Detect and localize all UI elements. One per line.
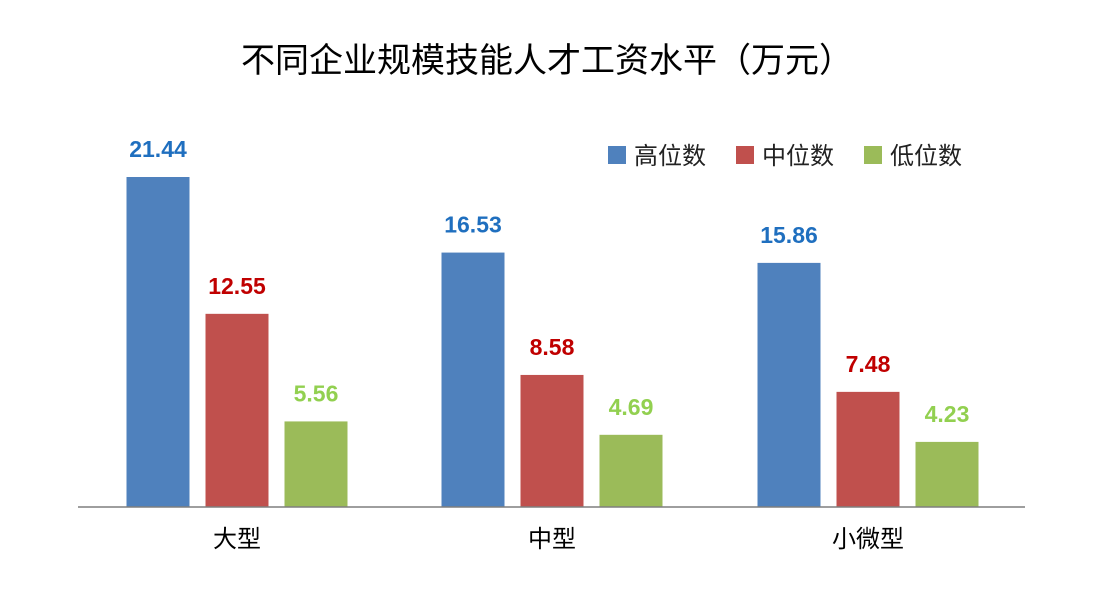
bar-中型-低位数 — [599, 434, 663, 507]
category-label-中型: 中型 — [528, 525, 576, 553]
data-label-中型-高位数: 16.53 — [444, 212, 502, 238]
data-label-小微型-中位数: 7.48 — [846, 351, 891, 377]
data-label-大型-中位数: 12.55 — [208, 273, 266, 299]
data-label-大型-低位数: 5.56 — [294, 380, 339, 406]
bar-中型-高位数 — [441, 252, 505, 507]
bar-小微型-中位数 — [836, 391, 900, 507]
bar-大型-低位数 — [284, 421, 348, 507]
bar-小微型-高位数 — [757, 262, 821, 507]
chart-title: 不同企业规模技能人才工资水平（万元） — [241, 41, 853, 81]
data-label-大型-高位数: 21.44 — [129, 136, 187, 162]
bar-大型-高位数 — [126, 177, 190, 507]
bar-中型-中位数 — [520, 374, 584, 507]
bars-group — [126, 177, 979, 507]
data-labels-group: 21.44 12.55 5.56 16.53 8.58 4.69 15.86 7.48 4.23 — [129, 136, 969, 427]
legend-label-低位数: 低位数 — [890, 142, 962, 170]
legend-swatch-中位数 — [736, 146, 754, 164]
legend-label-高位数: 高位数 — [634, 142, 706, 170]
legend-swatch-高位数 — [608, 146, 626, 164]
category-label-大型: 大型 — [213, 525, 261, 553]
category-labels-group: 大型 中型 小微型 — [213, 525, 904, 553]
data-label-中型-中位数: 8.58 — [530, 334, 575, 360]
data-label-中型-低位数: 4.69 — [609, 394, 654, 420]
bar-小微型-低位数 — [915, 441, 979, 507]
data-label-小微型-低位数: 4.23 — [925, 401, 970, 427]
data-label-小微型-高位数: 15.86 — [760, 222, 818, 248]
legend-label-中位数: 中位数 — [762, 142, 834, 170]
legend: 高位数 中位数 低位数 — [608, 142, 962, 170]
bar-大型-中位数 — [205, 313, 269, 507]
legend-swatch-低位数 — [864, 146, 882, 164]
category-label-小微型: 小微型 — [832, 525, 904, 553]
